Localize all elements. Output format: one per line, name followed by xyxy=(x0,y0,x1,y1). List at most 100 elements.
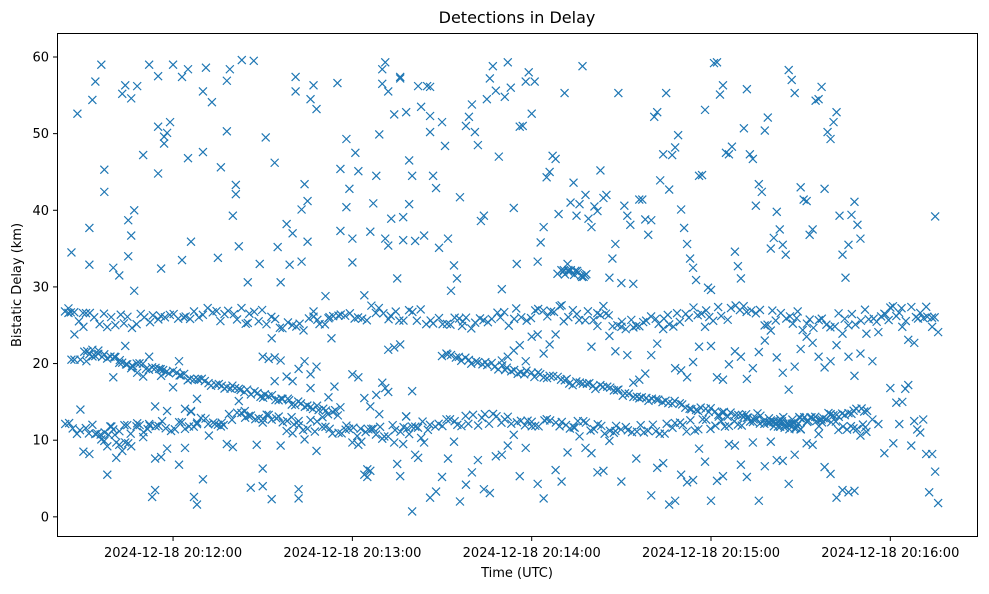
scatter-point-x-marker xyxy=(742,472,752,482)
y-axis-label: Bistatic Delay (km) xyxy=(10,223,25,347)
scatter-point-x-marker xyxy=(299,325,308,335)
scatter-point-x-marker xyxy=(678,420,688,430)
scatter-point-x-marker xyxy=(334,311,343,321)
scatter-point-x-marker xyxy=(434,313,444,323)
scatter-point-x-marker xyxy=(120,341,130,351)
scatter-point-x-marker xyxy=(230,383,240,393)
scatter-point-x-marker xyxy=(697,309,706,319)
scatter-point-x-marker xyxy=(737,421,747,430)
scatter-point-x-marker xyxy=(521,77,531,86)
scatter-point-x-marker xyxy=(389,343,399,352)
scatter-point-x-marker xyxy=(229,309,239,319)
scatter-point-x-marker xyxy=(530,306,540,315)
scatter-point-x-marker xyxy=(144,352,154,362)
scatter-point-x-marker xyxy=(476,216,486,226)
scatter-point-x-marker xyxy=(484,419,494,429)
scatter-point-x-marker xyxy=(270,314,280,324)
scatter-point-x-marker xyxy=(632,427,642,437)
scatter-point-x-marker xyxy=(724,149,734,159)
scatter-point-x-marker xyxy=(138,432,148,442)
scatter-point-x-marker xyxy=(365,227,375,237)
scatter-point-x-marker xyxy=(778,368,788,378)
scatter-point-x-marker xyxy=(545,339,555,349)
scatter-point-x-marker xyxy=(108,263,118,273)
scatter-point-x-marker xyxy=(668,423,677,433)
scatter-point-x-marker xyxy=(718,375,728,385)
scatter-point-x-marker xyxy=(446,286,456,296)
scatter-point-x-marker xyxy=(790,362,800,372)
scatter-point-x-marker xyxy=(522,366,531,376)
scatter-point-x-marker xyxy=(835,211,844,221)
scatter-point-x-marker xyxy=(458,316,468,326)
scatter-point-x-marker xyxy=(847,309,857,319)
scatter-point-x-marker xyxy=(157,416,167,426)
scatter-point-x-marker xyxy=(274,412,284,421)
scatter-point-x-marker xyxy=(270,376,280,386)
scatter-point-x-marker xyxy=(212,306,221,316)
scatter-point-x-marker xyxy=(664,320,674,329)
scatter-point-x-marker xyxy=(713,302,723,312)
scatter-point-x-marker xyxy=(216,421,226,431)
scatter-point-x-marker xyxy=(194,312,204,322)
scatter-point-x-marker xyxy=(767,306,777,316)
scatter-point-x-marker xyxy=(760,320,770,330)
scatter-point-x-marker xyxy=(511,304,521,313)
scatter-point-x-marker xyxy=(814,429,824,439)
x-tick-label: 2024-12-18 20:14:00 xyxy=(463,546,601,561)
scatter-point-x-marker xyxy=(566,198,575,208)
scatter-point-x-marker xyxy=(580,315,590,325)
scatter-point-x-marker xyxy=(256,392,265,402)
scatter-point-x-marker xyxy=(276,356,286,365)
scatter-point-x-marker xyxy=(600,429,610,439)
scatter-point-x-marker xyxy=(123,312,132,322)
scatter-point-x-marker xyxy=(126,429,136,439)
scatter-point-x-marker xyxy=(610,239,620,249)
scatter-point-x-marker xyxy=(701,415,711,425)
scatter-point-x-marker xyxy=(123,215,133,225)
scatter-point-x-marker xyxy=(771,316,781,325)
scatter-point-x-marker xyxy=(377,64,387,74)
scatter-point-x-marker xyxy=(933,327,943,337)
scatter-point-x-marker xyxy=(159,139,169,149)
scatter-point-x-marker xyxy=(712,476,722,486)
scatter-point-x-marker xyxy=(249,307,259,317)
scatter-point-x-marker xyxy=(658,458,668,468)
scatter-point-x-marker xyxy=(431,183,441,193)
scatter-point-x-marker xyxy=(356,424,366,434)
scatter-point-x-marker xyxy=(312,446,321,456)
scatter-point-x-marker xyxy=(413,423,423,433)
scatter-point-x-marker xyxy=(288,228,298,238)
scatter-point-x-marker xyxy=(335,226,345,236)
scatter-point-x-marker xyxy=(736,460,746,470)
scatter-point-x-marker xyxy=(174,417,184,427)
scatter-point-x-marker xyxy=(210,419,220,429)
scatter-point-x-marker xyxy=(670,496,680,506)
scatter-point-x-marker xyxy=(177,72,187,82)
scatter-point-x-marker xyxy=(509,430,519,440)
scatter-point-x-marker xyxy=(930,312,940,322)
plot-frame xyxy=(57,33,978,537)
scatter-point-x-marker xyxy=(557,417,567,427)
scatter-point-x-marker xyxy=(64,308,73,318)
scatter-point-x-marker xyxy=(422,81,432,91)
scatter-point-x-marker xyxy=(616,477,626,487)
scatter-point-x-marker xyxy=(589,315,598,325)
scatter-point-x-marker xyxy=(706,496,716,506)
scatter-point-x-marker xyxy=(294,364,304,374)
scatter-point-x-marker xyxy=(689,303,698,312)
scatter-point-x-marker xyxy=(861,427,871,437)
scatter-point-x-marker xyxy=(464,112,474,122)
scatter-point-x-marker xyxy=(515,340,525,350)
scatter-point-x-marker xyxy=(578,416,588,426)
scatter-point-x-marker xyxy=(309,80,318,90)
scatter-point-x-marker xyxy=(625,220,635,230)
y-tick-label: 40 xyxy=(32,204,49,219)
scatter-point-x-marker xyxy=(324,313,333,323)
scatter-point-x-marker xyxy=(380,57,390,67)
scatter-point-x-marker xyxy=(527,332,537,342)
scatter-point-x-marker xyxy=(884,315,894,325)
scatter-point-x-marker xyxy=(440,141,450,151)
scatter-point-x-marker xyxy=(712,372,722,382)
scatter-point-x-marker xyxy=(563,312,573,322)
